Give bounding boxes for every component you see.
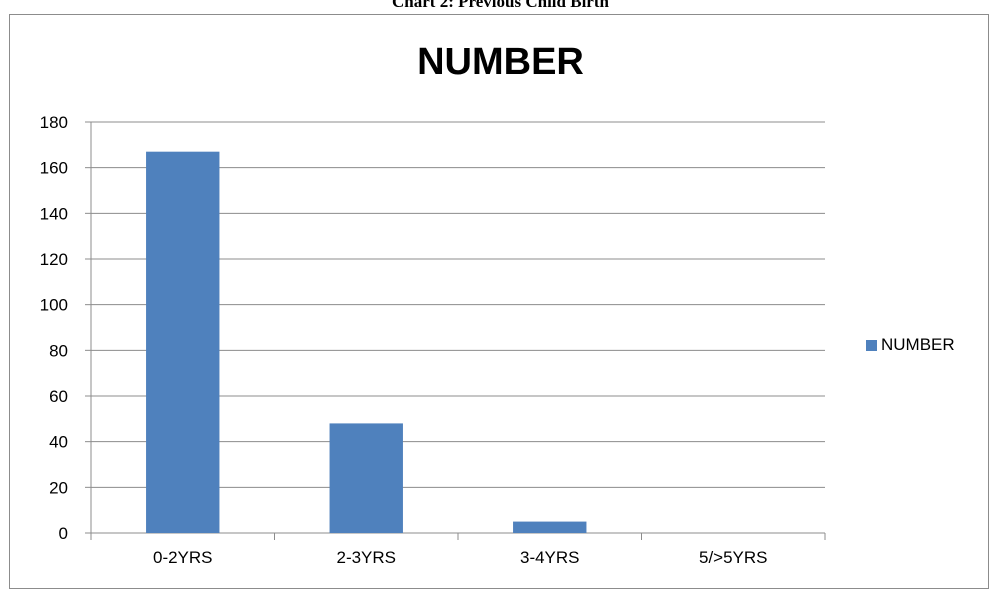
legend-swatch (866, 339, 877, 351)
y-tick-label: 140 (40, 204, 68, 223)
x-tick-label: 2-3YRS (336, 548, 396, 567)
y-tick-label: 40 (49, 433, 68, 452)
x-tick-label: 5/>5YRS (699, 548, 768, 567)
y-tick-label: 120 (40, 250, 68, 269)
y-tick-label: 80 (49, 341, 68, 360)
bar (513, 521, 587, 533)
figure-caption: Chart 2: Previous Child Birth (392, 0, 609, 11)
legend-label: NUMBER (881, 335, 955, 354)
y-tick-label: 160 (40, 159, 68, 178)
y-tick-label: 20 (49, 478, 68, 497)
bar (329, 423, 403, 533)
chart-legend: NUMBER (866, 335, 955, 355)
y-tick-label: 0 (59, 524, 68, 543)
x-tick-label: 0-2YRS (153, 548, 213, 567)
x-tick-label: 3-4YRS (520, 548, 580, 567)
y-tick-label: 100 (40, 296, 68, 315)
chart-title: NUMBER (417, 41, 584, 83)
bar (146, 151, 220, 533)
y-tick-label: 60 (49, 387, 68, 406)
y-tick-label: 180 (40, 113, 68, 132)
